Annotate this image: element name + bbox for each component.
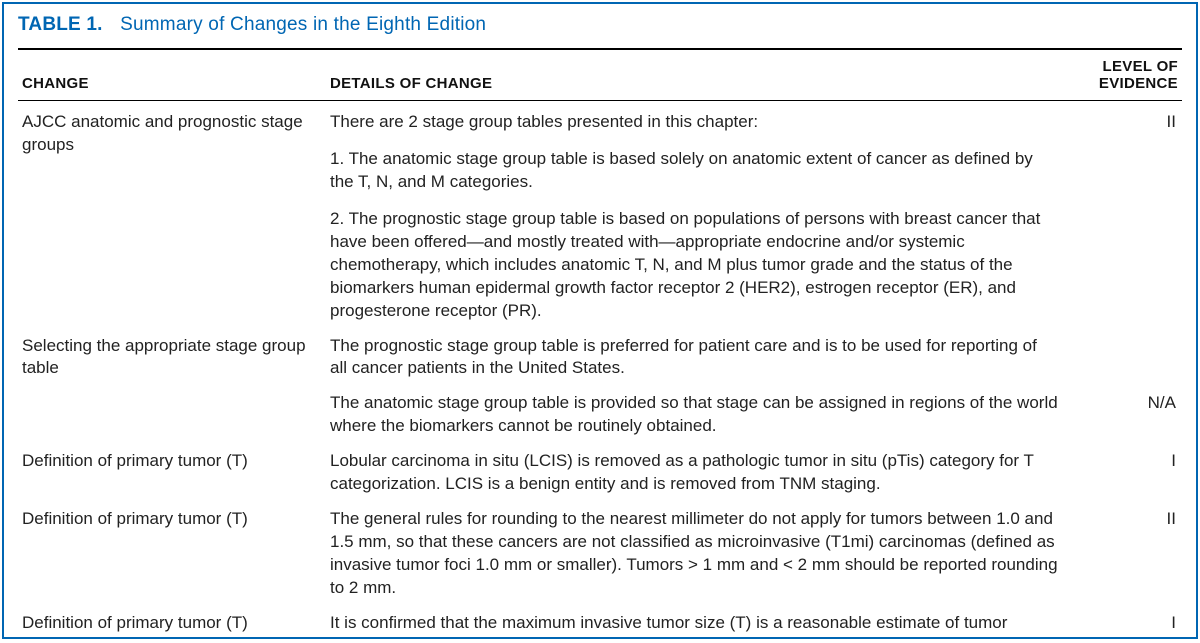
evidence-cell: II [1064, 502, 1182, 606]
details-paragraph: The prognostic stage group table is pref… [330, 335, 1058, 381]
details-cell: It is confirmed that the maximum invasiv… [326, 606, 1064, 639]
evidence-header-line1: LEVEL OF [1103, 58, 1178, 75]
details-cell: The prognostic stage group table is pref… [326, 329, 1064, 387]
details-cell: The anatomic stage group table is provid… [326, 386, 1064, 444]
details-paragraph: Lobular carcinoma in situ (LCIS) is remo… [330, 450, 1058, 496]
table-row: Definition of primary tumor (T)The gener… [18, 502, 1182, 606]
change-cell: Definition of primary tumor (T) [18, 444, 326, 502]
page-container: TABLE 1. Summary of Changes in the Eight… [2, 2, 1198, 639]
table-row: The anatomic stage group table is provid… [18, 386, 1182, 444]
table-caption: TABLE 1. Summary of Changes in the Eight… [18, 14, 1182, 36]
change-cell: Definition of primary tumor (T) [18, 502, 326, 606]
details-cell: The general rules for rounding to the ne… [326, 502, 1064, 606]
evidence-cell: I [1064, 606, 1182, 639]
change-cell [18, 386, 326, 444]
evidence-cell: I [1064, 444, 1182, 502]
details-paragraph: 2. The prognostic stage group table is b… [330, 208, 1058, 323]
table-row: Definition of primary tumor (T)Lobular c… [18, 444, 1182, 502]
details-paragraph: There are 2 stage group tables presented… [330, 111, 1058, 134]
details-paragraph: The anatomic stage group table is provid… [330, 392, 1058, 438]
table-row: Selecting the appropriate stage group ta… [18, 329, 1182, 387]
details-cell: Lobular carcinoma in situ (LCIS) is remo… [326, 444, 1064, 502]
col-header-evidence: LEVEL OF EVIDENCE [1064, 49, 1182, 101]
evidence-header-line2: EVIDENCE [1099, 75, 1178, 92]
details-paragraph: 1. The anatomic stage group table is bas… [330, 148, 1058, 194]
table-label: TABLE 1. [18, 14, 103, 35]
details-paragraph: The general rules for rounding to the ne… [330, 508, 1058, 600]
evidence-cell [1064, 329, 1182, 387]
table-body: AJCC anatomic and prognostic stage group… [18, 101, 1182, 640]
table-row: AJCC anatomic and prognostic stage group… [18, 101, 1182, 329]
col-header-change: CHANGE [18, 49, 326, 101]
evidence-cell: N/A [1064, 386, 1182, 444]
col-header-details: DETAILS OF CHANGE [326, 49, 1064, 101]
table-header-row: CHANGE DETAILS OF CHANGE LEVEL OF EVIDEN… [18, 49, 1182, 101]
table-title: Summary of Changes in the Eighth Edition [120, 14, 486, 35]
details-paragraph: It is confirmed that the maximum invasiv… [330, 612, 1058, 639]
details-cell: There are 2 stage group tables presented… [326, 101, 1064, 329]
change-cell: Definition of primary tumor (T) [18, 606, 326, 639]
change-cell: AJCC anatomic and prognostic stage group… [18, 101, 326, 329]
evidence-cell: II [1064, 101, 1182, 329]
changes-table: CHANGE DETAILS OF CHANGE LEVEL OF EVIDEN… [18, 48, 1182, 639]
change-cell: Selecting the appropriate stage group ta… [18, 329, 326, 387]
table-row: Definition of primary tumor (T)It is con… [18, 606, 1182, 639]
